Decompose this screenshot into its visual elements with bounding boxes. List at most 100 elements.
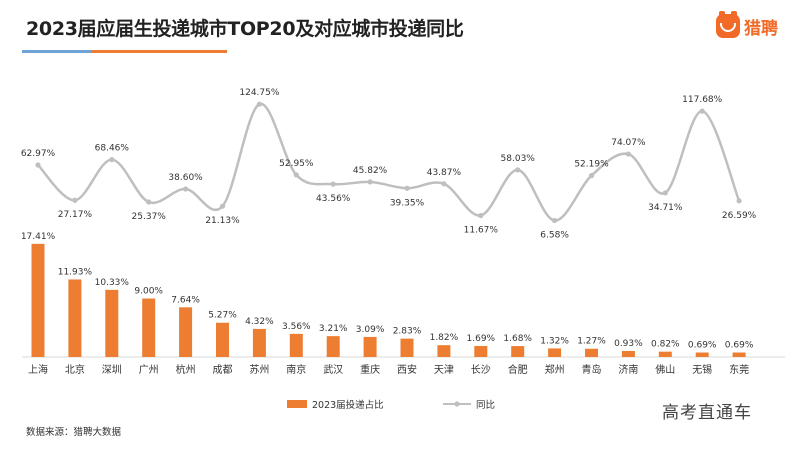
yoy-line bbox=[37, 102, 741, 222]
bar-value-label: 3.56% bbox=[282, 322, 311, 332]
x-tick-label: 无锡 bbox=[692, 363, 712, 376]
bar-合肥 bbox=[511, 346, 525, 357]
x-tick-label: 郑州 bbox=[545, 363, 565, 376]
yoy-point bbox=[625, 151, 632, 157]
bar-value-label: 9.00% bbox=[134, 287, 163, 297]
yoy-value-label: 52.19% bbox=[574, 160, 609, 170]
x-tick-label: 广州 bbox=[139, 364, 159, 376]
bar-杭州 bbox=[179, 307, 193, 357]
legend-bar-swatch bbox=[287, 400, 307, 408]
bar-value-label: 1.69% bbox=[467, 334, 496, 344]
x-tick-label: 武汉 bbox=[323, 363, 343, 376]
yoy-point bbox=[441, 181, 447, 187]
yoy-point bbox=[588, 173, 595, 179]
yoy-point bbox=[552, 217, 558, 224]
bar-value-label: 2.83% bbox=[393, 327, 422, 337]
yoy-value-label: 45.82% bbox=[353, 166, 388, 176]
bar-value-label: 3.21% bbox=[319, 324, 348, 334]
yoy-value-label: 38.60% bbox=[168, 173, 203, 183]
bar-value-label: 4.32% bbox=[245, 317, 274, 327]
title-underline-orange bbox=[92, 50, 227, 53]
yoy-point bbox=[478, 212, 484, 219]
bar-value-label: 0.82% bbox=[651, 340, 680, 350]
yoy-value-label: 58.03% bbox=[501, 154, 536, 164]
yoy-point bbox=[72, 197, 78, 203]
yoy-value-label: 43.87% bbox=[427, 168, 462, 178]
x-tick-label: 长沙 bbox=[471, 364, 491, 376]
bar-郑州 bbox=[548, 348, 562, 357]
yoy-point bbox=[146, 199, 152, 205]
bar-value-label: 5.27% bbox=[208, 311, 237, 321]
x-tick-label: 济南 bbox=[618, 363, 638, 376]
bar-西安 bbox=[400, 338, 414, 357]
bar-value-label: 11.93% bbox=[58, 267, 93, 277]
bar-value-label: 1.68% bbox=[503, 334, 532, 344]
yoy-value-label: 43.56% bbox=[316, 194, 351, 204]
yoy-point bbox=[330, 181, 336, 187]
bar-北京 bbox=[68, 279, 82, 357]
x-tick-label: 天津 bbox=[434, 364, 454, 376]
legend-bar-label: 2023届投递占比 bbox=[312, 399, 384, 411]
x-tick-label: 上海 bbox=[28, 363, 48, 376]
yoy-value-label: 11.67% bbox=[464, 226, 499, 236]
x-tick-label: 青岛 bbox=[582, 363, 602, 376]
yoy-value-label: 117.68% bbox=[682, 95, 722, 105]
x-tick-label: 成都 bbox=[213, 364, 233, 376]
yoy-value-label: 27.17% bbox=[58, 210, 93, 220]
yoy-value-label: 34.71% bbox=[648, 203, 683, 213]
yoy-value-label: 21.13% bbox=[205, 216, 240, 226]
yoy-point bbox=[256, 101, 262, 107]
bar-value-label: 10.33% bbox=[95, 278, 130, 288]
yoy-value-label: 52.95% bbox=[279, 159, 314, 169]
bar-济南 bbox=[621, 350, 635, 357]
title-underline-blue bbox=[22, 50, 92, 53]
bar-value-label: 17.41% bbox=[21, 232, 56, 242]
x-tick-label: 北京 bbox=[65, 363, 85, 376]
bar-无锡 bbox=[695, 352, 709, 357]
yoy-point bbox=[515, 167, 521, 173]
bar-重庆 bbox=[363, 336, 377, 357]
yoy-value-label: 62.97% bbox=[21, 149, 56, 159]
yoy-point bbox=[699, 108, 705, 114]
bar-value-label: 0.69% bbox=[725, 341, 754, 351]
yoy-point bbox=[183, 186, 189, 192]
yoy-point bbox=[736, 198, 742, 204]
x-tick-label: 杭州 bbox=[176, 363, 196, 376]
bar-value-label: 1.27% bbox=[577, 337, 606, 347]
bar-value-label: 1.32% bbox=[540, 336, 569, 346]
x-tick-label: 深圳 bbox=[102, 364, 122, 376]
bar-value-label: 7.64% bbox=[171, 295, 200, 305]
yoy-value-label: 39.35% bbox=[390, 198, 425, 208]
bar-青岛 bbox=[585, 348, 598, 357]
brand-logo: 猎聘 bbox=[716, 11, 778, 39]
bar-成都 bbox=[216, 322, 229, 357]
bar-value-label: 3.09% bbox=[356, 325, 385, 335]
yoy-point bbox=[367, 179, 373, 185]
yoy-point bbox=[109, 156, 115, 163]
bar-佛山 bbox=[658, 351, 672, 357]
legend-line-label: 同比 bbox=[476, 399, 495, 411]
bar-上海 bbox=[31, 243, 45, 357]
x-tick-label: 合肥 bbox=[508, 363, 528, 376]
x-tick-label: 重庆 bbox=[360, 363, 380, 376]
x-tick-label: 西安 bbox=[397, 363, 417, 376]
yoy-value-label: 25.37% bbox=[132, 212, 167, 222]
yoy-value-label: 74.07% bbox=[611, 138, 646, 148]
bar-南京 bbox=[289, 333, 303, 357]
yoy-value-label: 26.59% bbox=[722, 211, 757, 221]
bar-value-label: 1.82% bbox=[430, 333, 459, 343]
yoy-value-label: 124.75% bbox=[239, 88, 279, 98]
logo-text: 猎聘 bbox=[744, 18, 778, 39]
legend-line-marker bbox=[454, 401, 460, 407]
bar-长沙 bbox=[474, 346, 488, 357]
bar-武汉 bbox=[326, 336, 340, 357]
x-tick-label: 东莞 bbox=[729, 363, 749, 376]
yoy-value-label: 6.58% bbox=[540, 231, 569, 241]
yoy-point bbox=[404, 185, 410, 191]
bar-东莞 bbox=[732, 352, 746, 357]
bar-value-label: 0.93% bbox=[614, 339, 643, 349]
title-underline bbox=[22, 50, 227, 53]
x-tick-label: 南京 bbox=[286, 363, 306, 376]
x-tick-label: 佛山 bbox=[655, 363, 675, 376]
